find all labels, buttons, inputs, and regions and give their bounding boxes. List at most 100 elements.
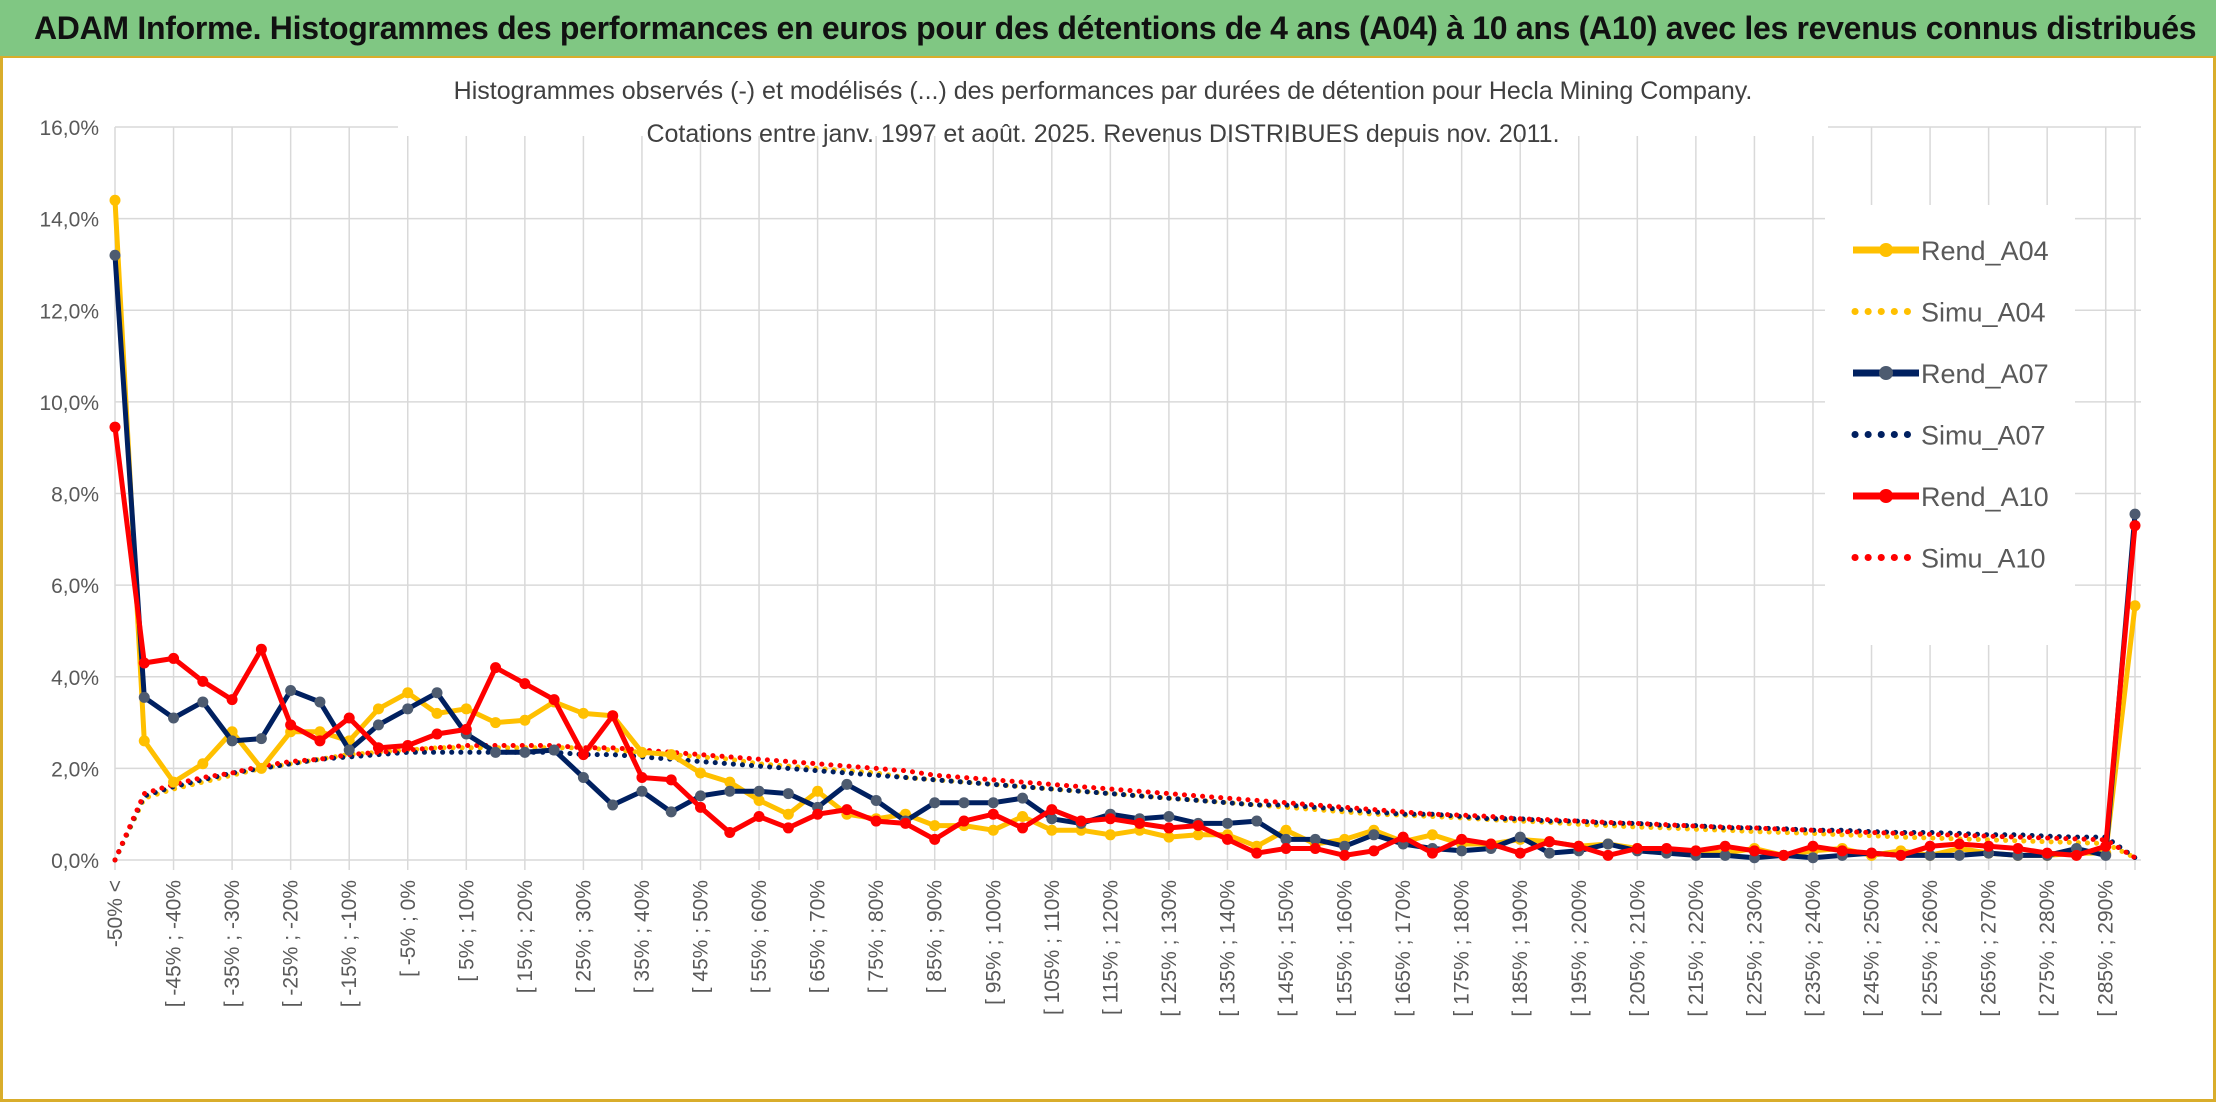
series-rend-a10-point [1719, 840, 1731, 852]
series-rend-a04-point [987, 824, 999, 836]
legend-simu-a07-label: Simu_A07 [1921, 421, 2046, 451]
series-rend-a10-point [870, 815, 882, 827]
series-simu-a07-line [112, 749, 2138, 863]
series-rend-a10-point [1221, 833, 1233, 845]
series-simu-a04-line [112, 745, 2138, 863]
x-tick-label: [ 215% ; 220% [1685, 880, 1708, 1017]
x-tick-label: [ 275% ; 280% [2036, 880, 2059, 1017]
series-rend-a10-point [577, 749, 589, 761]
series-rend-a07-point [1456, 845, 1468, 857]
series-rend-a10-point [460, 723, 472, 735]
series-rend-a07-point [1017, 792, 1029, 804]
series-rend-a04-point [636, 746, 648, 758]
series-rend-a10-point [431, 728, 443, 740]
series-rend-a10-point [314, 735, 326, 747]
series-rend-a04-point [1163, 831, 1175, 843]
series-rend-a04-point [1046, 824, 1058, 836]
x-tick-label: [ 25% ; 30% [572, 880, 595, 993]
series-rend-a10-point [490, 662, 502, 674]
series-rend-a10-point [1778, 849, 1790, 861]
series-rend-a04-point [1426, 829, 1438, 841]
series-rend-a04-point [1280, 824, 1292, 836]
legend-background [1825, 205, 2075, 645]
x-tick-label: [ -5% ; 0% [397, 880, 420, 977]
series-rend-a10-point [1836, 845, 1848, 857]
x-tick-label: [ 65% ; 70% [807, 880, 830, 993]
series-rend-a10-point [519, 678, 531, 690]
series-rend-a10-point [1631, 843, 1643, 855]
x-tick-label: [ 135% ; 140% [1216, 880, 1239, 1017]
x-tick-label: [ 85% ; 90% [924, 880, 947, 993]
series-rend-a10-point [1251, 847, 1263, 859]
series-rend-a04-point [812, 785, 824, 797]
x-tick-label: [ 195% ; 200% [1568, 880, 1591, 1017]
series-rend-a10-point [1192, 820, 1204, 832]
x-tick-label: [ 105% ; 110% [1041, 880, 1064, 1015]
series-rend-a04-point [782, 808, 794, 820]
series-rend-a07-point [1719, 849, 1731, 861]
series-rend-a04-point [519, 714, 531, 726]
series-rend-a10-point [1866, 847, 1878, 859]
series-rend-a07-point [402, 703, 414, 715]
series-rend-a07-point [109, 249, 121, 261]
series-rend-a07-point [1251, 815, 1263, 827]
series-rend-a10-point [372, 742, 384, 754]
legend-rend-a07-label: Rend_A07 [1921, 359, 2049, 389]
x-tick-label: [ 225% ; 230% [1743, 880, 1766, 1017]
series-rend-a10-point [841, 804, 853, 816]
chart-title-line-2: Cotations entre janv. 1997 et août. 2025… [646, 120, 1559, 148]
x-tick-label: [ 5% ; 10% [455, 880, 478, 982]
legend-rend-a04-label: Rend_A04 [1921, 236, 2049, 266]
series-rend-a07-point [490, 746, 502, 758]
series-rend-a10-point [929, 833, 941, 845]
x-tick-label: [ 205% ; 210% [1626, 880, 1649, 1017]
series-rend-a10-point [1017, 822, 1029, 834]
series-rend-a07-point [1514, 831, 1526, 843]
series-rend-a10-point [1807, 840, 1819, 852]
series-rend-a07-point [1339, 840, 1351, 852]
y-tick-label: 8,0% [51, 484, 99, 507]
series-rend-a10-point [1134, 817, 1146, 829]
series-rend-a10-point [1983, 840, 1995, 852]
series-layer [109, 194, 2141, 864]
series-rend-a10-point [1309, 843, 1321, 855]
series-rend-a10-point [958, 815, 970, 827]
series-rend-a10-point [1485, 838, 1497, 850]
series-rend-a07-point [1543, 847, 1555, 859]
series-rend-a10-point [1368, 845, 1380, 857]
series-rend-a07-point [519, 746, 531, 758]
x-tick-label: [ 55% ; 60% [748, 880, 771, 993]
y-tick-label: 2,0% [51, 758, 99, 781]
series-rend-a07-point [695, 790, 707, 802]
series-rend-a07-point [1924, 849, 1936, 861]
series-rend-a07-point [226, 735, 238, 747]
series-rend-a10-point [168, 652, 180, 664]
series-rend-a07-point [1807, 852, 1819, 864]
series-simu-a10-line [112, 743, 2138, 863]
series-rend-a07-point [958, 797, 970, 809]
series-rend-a04-point [665, 749, 677, 761]
series-rend-a10-point [1514, 847, 1526, 859]
series-rend-a04-point [490, 717, 502, 729]
series-rend-a10-point [2100, 840, 2112, 852]
series-rend-a10-point [987, 808, 999, 820]
series-rend-a07-point [1602, 838, 1614, 850]
series-rend-a10-point [636, 772, 648, 784]
series-rend-a10-point [1163, 822, 1175, 834]
series-rend-a04-point [431, 707, 443, 719]
y-tick-label: 16,0% [39, 117, 99, 140]
series-rend-a07-point [138, 691, 150, 703]
x-tick-label: [ 145% ; 150% [1275, 880, 1298, 1017]
series-rend-a07-point [431, 687, 443, 699]
series-rend-a10-point [1690, 845, 1702, 857]
series-rend-a10-point [1895, 849, 1907, 861]
series-rend-a07-point [343, 744, 355, 756]
series-rend-a07-point [1221, 817, 1233, 829]
series-rend-a07-point [1953, 849, 1965, 861]
legend-rend-a04-marker [1879, 243, 1893, 257]
series-rend-a10-point [548, 694, 560, 706]
x-tick-label: [ 115% ; 120% [1099, 880, 1122, 1015]
series-rend-a07-point [197, 696, 209, 708]
series-rend-a10-point [1339, 849, 1351, 861]
